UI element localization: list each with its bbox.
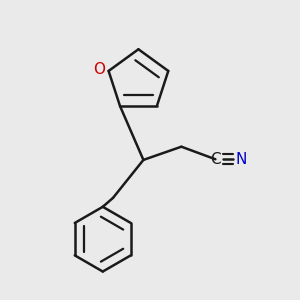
Text: N: N	[235, 152, 247, 167]
Text: C: C	[210, 152, 221, 167]
Text: O: O	[93, 62, 105, 77]
